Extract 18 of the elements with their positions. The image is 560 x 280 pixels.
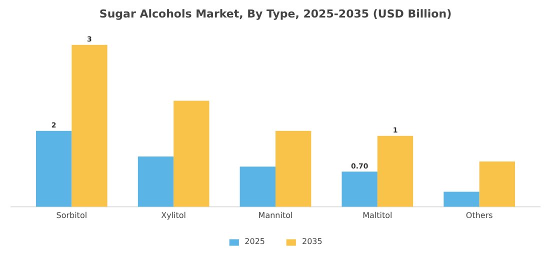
bar [72,44,108,207]
bar [276,130,312,207]
x-tick-label: Sorbitol [56,210,88,220]
bar [138,156,174,207]
x-tick-label: Others [466,210,493,220]
bar [444,192,480,207]
x-tick-label: Xylitol [161,210,186,220]
bar [377,136,414,207]
legend-label: 2035 [302,237,322,246]
chart-title: Sugar Alcohols Market, By Type, 2025-2035 (USD Billion) [99,8,452,20]
bar [36,130,72,207]
x-tick-label: Maltitol [362,210,392,220]
bar [240,166,276,207]
bar [174,100,210,207]
legend-label: 2025 [244,237,265,246]
x-tick-label: Mannitol [258,210,293,220]
bar [479,162,516,207]
bar [342,172,378,207]
